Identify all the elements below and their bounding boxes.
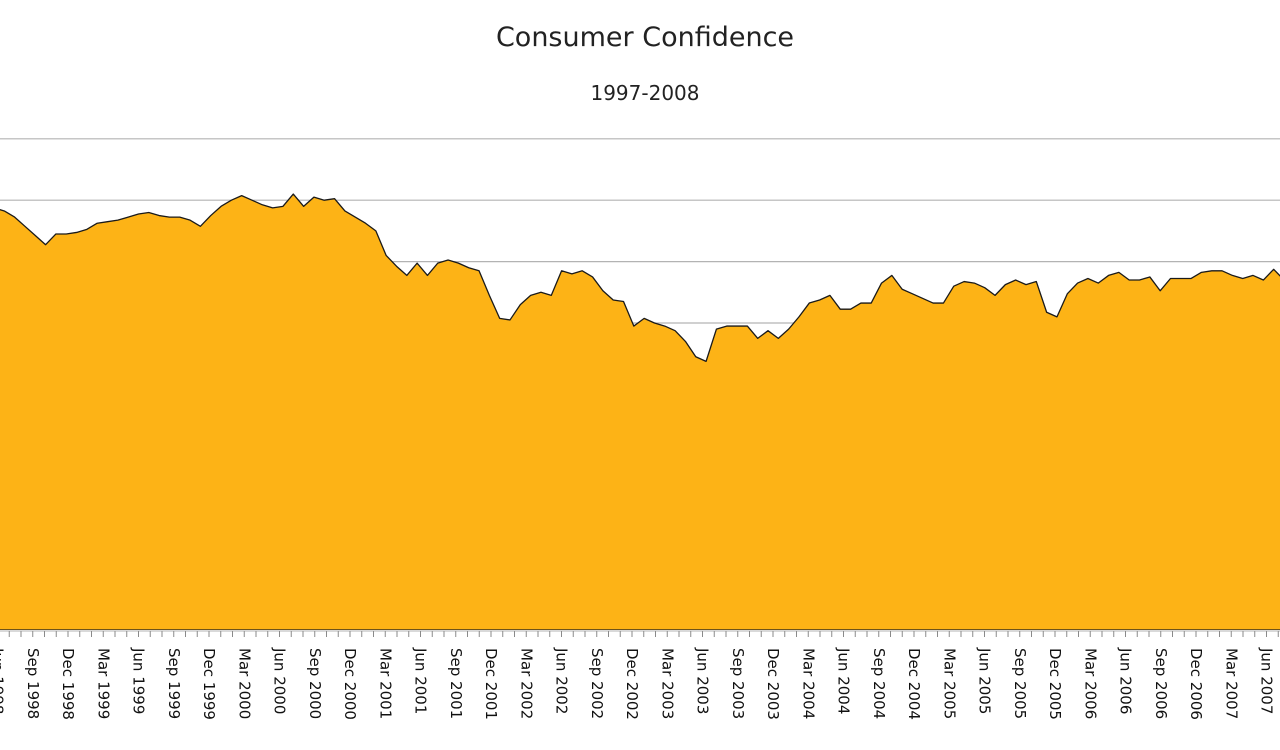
x-tick-label: Dec 2001: [482, 648, 500, 720]
x-tick-label: Dec 1999: [200, 648, 218, 720]
x-tick-label: Dec 2003: [764, 648, 782, 720]
x-tick-label: Sep 2004: [870, 648, 888, 719]
x-tick-label: Mar 2001: [376, 648, 394, 719]
x-tick-label: Sep 1999: [165, 648, 183, 719]
x-tick-label: Mar 1999: [94, 648, 112, 719]
series-area: [0, 193, 1280, 631]
x-tick-label: Sep 2002: [588, 648, 606, 719]
x-tick-label: Jun 2003: [694, 647, 712, 714]
x-tick-label: Mar 2002: [517, 648, 535, 719]
x-tick-label: Sep 2003: [729, 648, 747, 719]
x-tick-label: Dec 2000: [341, 648, 359, 720]
x-axis: Jun 1998 Sep 1998 Dec 1998 Mar 1999 Jun 1999…: [0, 630, 1280, 720]
chart-title: Consumer Confidence: [496, 22, 794, 53]
x-tick-label: Jun 1998: [0, 647, 7, 714]
x-tick-label: Mar 2004: [799, 648, 817, 719]
x-tick-label: Mar 2007: [1222, 648, 1240, 719]
chart-subtitle: 1997-2008: [590, 81, 699, 105]
x-tick-label: Dec 2005: [1046, 648, 1064, 720]
x-tick-label: Dec 1998: [59, 648, 77, 720]
x-tick-label: Jun 2004: [835, 647, 853, 714]
x-tick-label: Sep 1998: [24, 648, 42, 719]
x-tick-label: Jun 2002: [553, 647, 571, 714]
x-tick-label: Jun 2000: [271, 647, 289, 714]
x-tick-label: Mar 2005: [940, 648, 958, 719]
x-tick-label: Sep 2006: [1152, 648, 1170, 719]
x-tick-label: Dec 2002: [623, 648, 641, 720]
x-tick-label: Jun 2005: [976, 647, 994, 714]
x-tick-label: Mar 2003: [658, 648, 676, 719]
plot-area: [0, 193, 1280, 632]
x-tick-label: Jun 2006: [1117, 647, 1135, 714]
x-tick-label: Sep 2000: [306, 648, 324, 719]
x-tick-label: Dec 2004: [905, 648, 923, 720]
x-tick-label: Sep 2005: [1011, 648, 1029, 719]
x-tick-label: Sep 2001: [447, 648, 465, 719]
x-tick-label: Jun 2001: [412, 647, 430, 714]
x-tick-label: Mar 2006: [1081, 648, 1099, 719]
x-tick-label: Jun 1999: [130, 647, 148, 714]
x-tick-label: Mar 2000: [235, 648, 253, 719]
x-tick-label: Jun 2007: [1258, 647, 1276, 714]
x-tick-label: Dec 2006: [1187, 648, 1205, 720]
